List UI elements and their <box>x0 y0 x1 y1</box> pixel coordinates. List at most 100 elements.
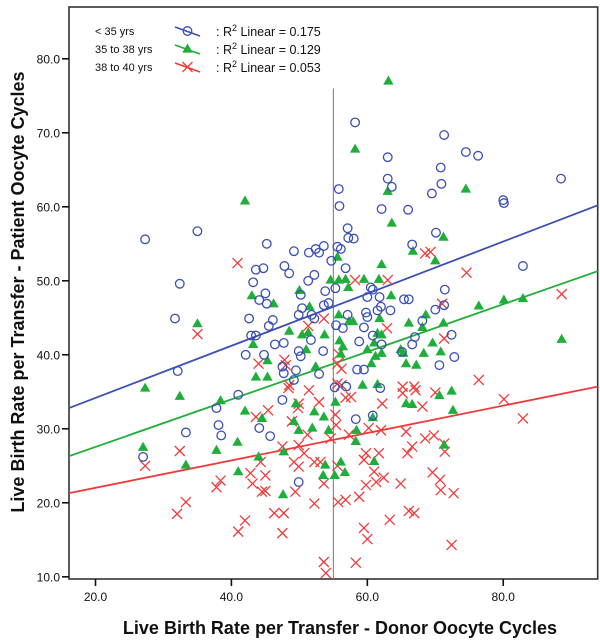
data-point <box>244 313 255 324</box>
data-point <box>140 234 151 245</box>
data-point <box>331 358 343 370</box>
data-point <box>276 527 288 539</box>
data-point <box>408 507 420 519</box>
data-point <box>295 351 306 362</box>
data-point <box>498 198 509 209</box>
data-point <box>192 318 203 328</box>
data-point <box>232 526 244 538</box>
data-point <box>341 381 352 392</box>
data-point <box>365 282 376 293</box>
data-point <box>329 382 340 393</box>
data-point <box>323 424 334 434</box>
data-point <box>170 313 180 324</box>
data-point <box>309 313 320 324</box>
data-point <box>358 364 369 375</box>
data-point <box>326 255 337 266</box>
data-point <box>336 379 347 391</box>
data-point <box>399 294 409 305</box>
data-point <box>320 567 332 579</box>
data-point <box>277 394 288 405</box>
data-point <box>211 444 222 454</box>
data-point <box>305 335 316 345</box>
data-point <box>332 496 344 508</box>
data-point <box>180 459 192 469</box>
series-cross-points <box>139 246 568 579</box>
data-point <box>139 382 151 392</box>
data-point <box>239 405 251 415</box>
x-tick-label: 20.0 <box>84 590 108 604</box>
data-point <box>246 330 257 341</box>
data-point <box>343 281 354 292</box>
data-point <box>313 396 325 408</box>
data-point <box>358 522 370 534</box>
data-point <box>376 259 387 269</box>
data-point <box>289 486 301 498</box>
data-point <box>439 300 450 311</box>
data-point <box>180 427 191 438</box>
data-point <box>370 476 382 488</box>
data-point <box>288 415 300 425</box>
data-point <box>294 284 305 295</box>
data-point <box>138 451 149 462</box>
data-point <box>368 466 380 478</box>
data-point <box>330 396 341 406</box>
data-point <box>318 241 329 251</box>
data-point <box>407 239 418 250</box>
data-point <box>473 374 485 386</box>
data-point <box>343 429 355 441</box>
data-point <box>233 466 244 476</box>
x-tick-label: 40.0 <box>220 590 244 604</box>
data-point <box>323 298 334 308</box>
data-point <box>277 489 289 499</box>
data-point <box>435 346 446 356</box>
data-point <box>174 445 186 457</box>
data-point <box>435 162 446 173</box>
data-point <box>386 181 397 192</box>
y-tick-label: 80.0 <box>37 52 61 66</box>
data-point <box>353 491 365 503</box>
data-point <box>239 515 251 527</box>
data-point <box>349 274 361 286</box>
data-point <box>416 401 428 413</box>
data-point <box>278 368 289 379</box>
data-point <box>342 309 353 320</box>
data-point <box>348 233 359 244</box>
data-point <box>382 152 393 163</box>
data-point <box>417 315 428 326</box>
data-point <box>215 475 227 487</box>
data-point <box>278 337 289 348</box>
data-point <box>400 426 412 438</box>
data-point <box>256 412 268 423</box>
data-point <box>291 365 301 376</box>
legend-circle-icon <box>182 26 193 36</box>
data-point <box>211 481 222 493</box>
legend-label: 35 to 38 yrs <box>95 44 153 56</box>
data-point <box>317 469 329 480</box>
data-point <box>410 384 422 396</box>
legend-label: 38 to 40 yrs <box>95 62 153 74</box>
data-point <box>333 309 344 319</box>
data-point <box>342 223 353 234</box>
data-point <box>376 339 387 350</box>
data-point <box>367 284 378 295</box>
data-point <box>376 329 387 339</box>
data-point <box>378 472 390 484</box>
data-point <box>336 363 347 375</box>
data-point <box>253 451 264 461</box>
data-point <box>517 412 529 424</box>
data-point <box>319 329 330 339</box>
data-point <box>350 414 361 425</box>
data-point <box>418 347 429 357</box>
data-point <box>376 398 388 410</box>
data-point <box>349 143 361 153</box>
data-point <box>244 467 256 479</box>
data-point <box>417 321 428 332</box>
data-point <box>556 288 568 300</box>
y-tick-label: 20.0 <box>37 496 61 510</box>
data-point <box>334 335 345 345</box>
data-point <box>403 317 414 327</box>
data-point <box>395 478 407 490</box>
data-point <box>171 508 183 520</box>
y-axis-title: Live Birth Rate per Transfer - Patient O… <box>8 71 28 512</box>
data-point <box>517 261 528 271</box>
